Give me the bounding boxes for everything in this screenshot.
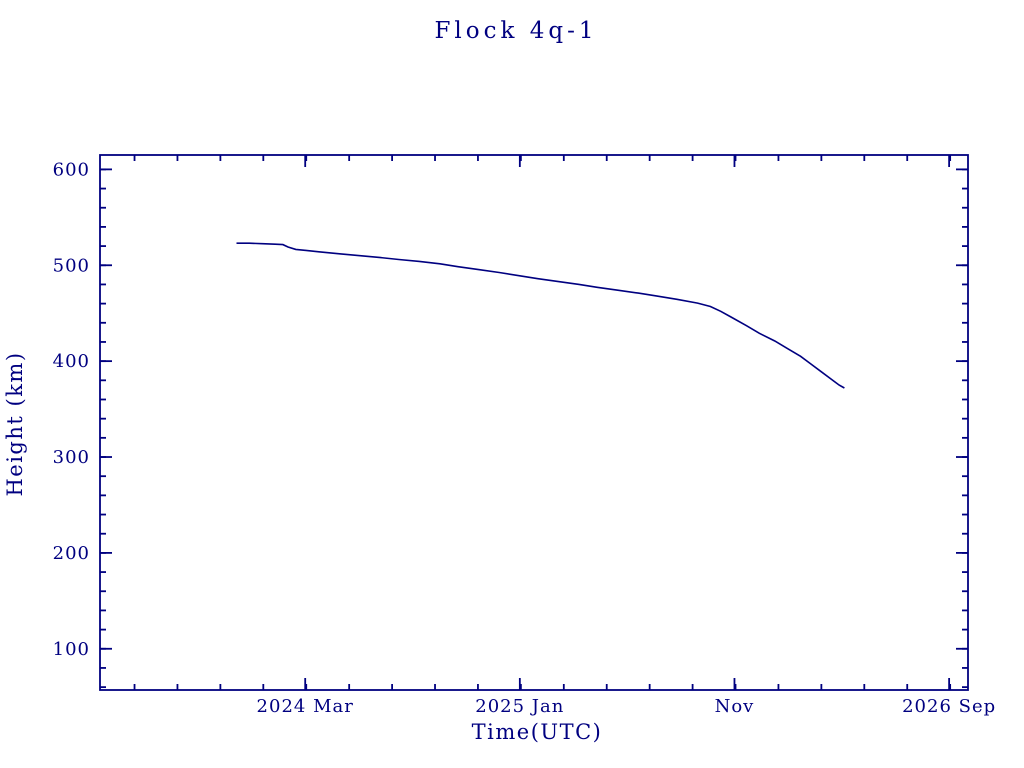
y-tick-label: 200 [53,543,90,564]
data-line [236,242,845,389]
x-tick-label: 2024 Mar [257,696,354,717]
plot-area: 2024 Mar 2025 Jan Nov 2026 Sep 100 200 300 400 5… [53,154,996,717]
y-tick-label: 400 [53,351,90,372]
y-axis-label: Height (km) [3,351,27,496]
chart-title: Flock 4q-1 [434,18,597,44]
y-tick-label: 500 [53,255,90,276]
y-tick-label: 600 [53,159,90,180]
x-axis-label: Time(UTC) [472,720,603,744]
y-tick-label: 100 [53,639,90,660]
x-tick-label: Nov [715,696,755,717]
x-tick-label: 2025 Jan [475,696,564,717]
plot-frame [99,154,969,691]
x-tick-label: 2026 Sep [902,696,996,717]
y-tick-label: 300 [53,447,90,468]
